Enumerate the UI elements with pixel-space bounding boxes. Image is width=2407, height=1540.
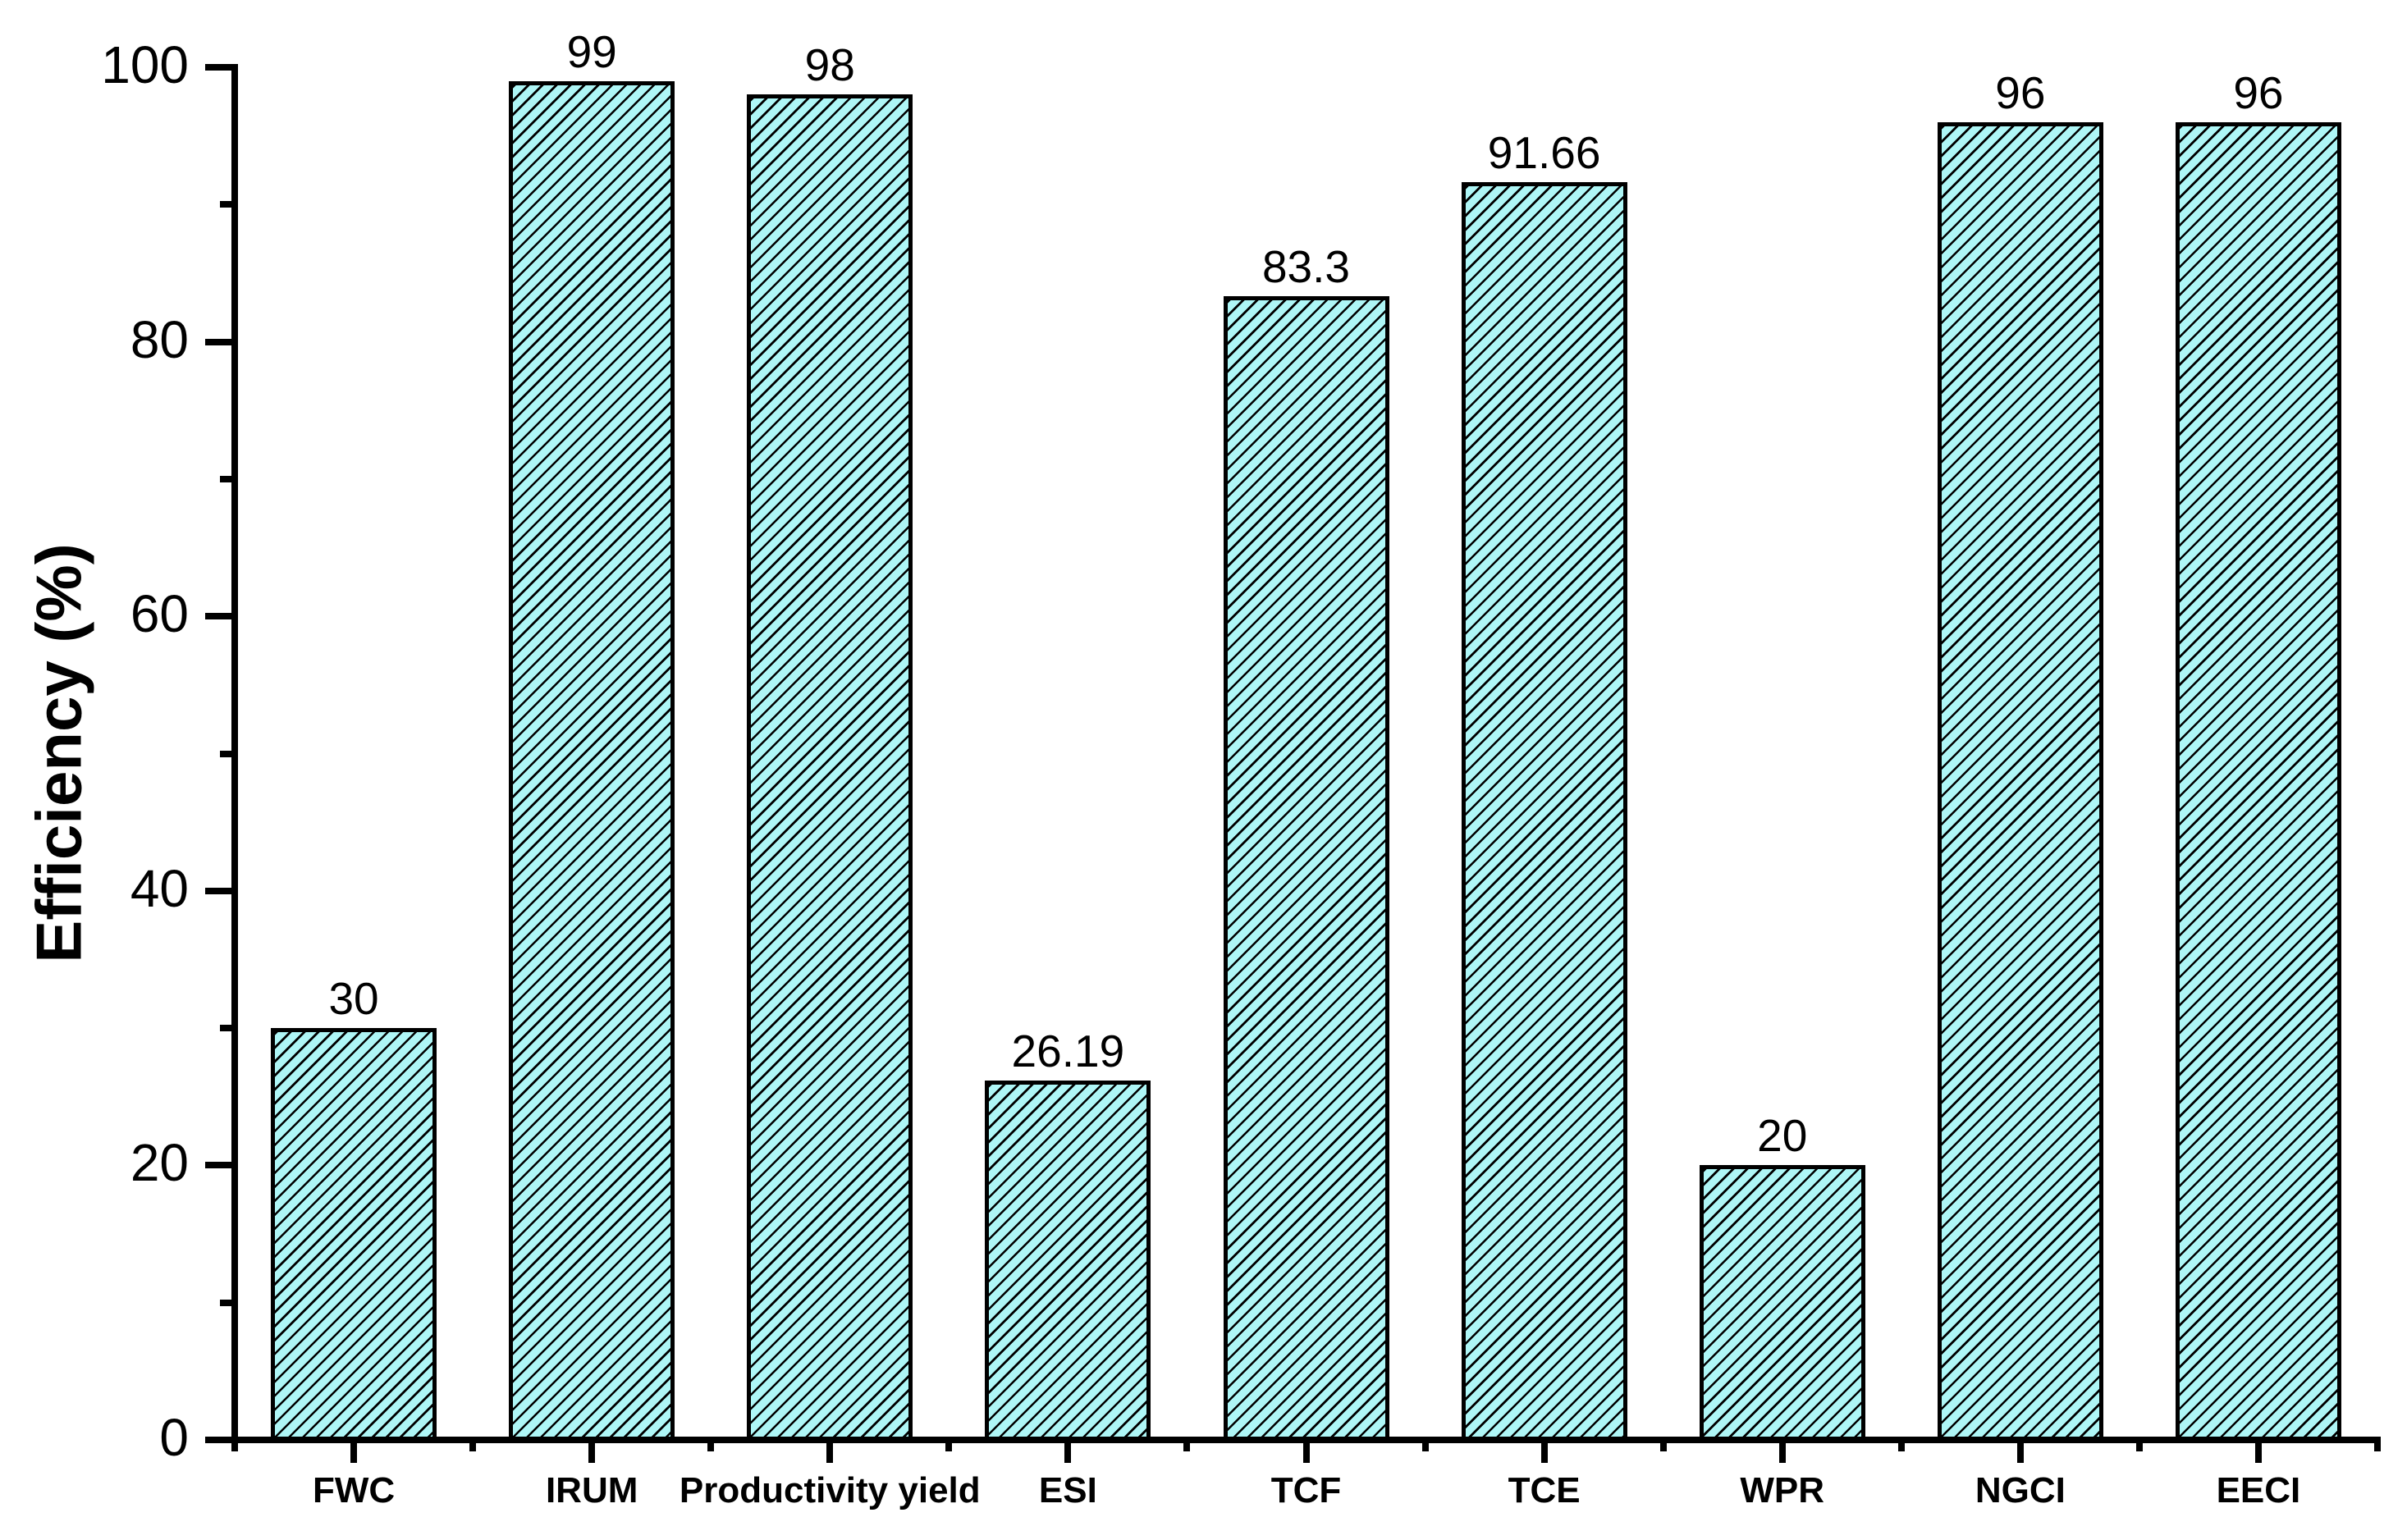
value-label-esi: 26.19: [1011, 1026, 1125, 1076]
bar-productivity-yield: [747, 94, 913, 1443]
x-boundary-tick-2: [707, 1440, 715, 1451]
y-minor-tick-30: [220, 1025, 235, 1031]
bar-ngci: [1937, 122, 2103, 1443]
y-tick-label-80: 80: [130, 310, 189, 369]
value-label-wpr: 20: [1757, 1110, 1808, 1161]
x-boundary-tick-8: [2135, 1440, 2143, 1451]
category-label-tcf: TCF: [1270, 1470, 1342, 1510]
x-boundary-tick-7: [1897, 1440, 1905, 1451]
category-label-fwc: FWC: [312, 1470, 396, 1510]
category-label-tce: TCE: [1508, 1470, 1581, 1510]
category-label-eeci: EECI: [2216, 1470, 2301, 1510]
bar-irum: [509, 81, 675, 1443]
y-major-tick-20: [205, 1162, 235, 1168]
y-major-tick-0: [205, 1437, 235, 1443]
y-minor-tick-70: [220, 476, 235, 482]
x-major-tick-ngci: [2016, 1440, 2024, 1463]
bar-tcf: [1223, 296, 1389, 1443]
value-label-tcf: 83.3: [1261, 241, 1351, 292]
x-boundary-tick-6: [1659, 1440, 1667, 1451]
y-minor-tick-10: [220, 1300, 235, 1306]
x-boundary-tick-1: [469, 1440, 477, 1451]
bar-esi: [985, 1081, 1151, 1443]
x-boundary-tick-3: [945, 1440, 953, 1451]
value-label-ngci: 96: [1995, 67, 2046, 118]
x-major-tick-fwc: [350, 1440, 358, 1463]
y-tick-label-20: 20: [130, 1133, 189, 1192]
y-axis-line: [231, 64, 238, 1451]
x-major-tick-esi: [1064, 1440, 1072, 1463]
y-tick-label-40: 40: [130, 859, 189, 918]
y-major-tick-100: [205, 64, 235, 71]
y-tick-label-60: 60: [130, 584, 189, 643]
x-major-tick-wpr: [1778, 1440, 1786, 1463]
x-axis-line: [231, 1437, 2381, 1443]
y-major-tick-80: [205, 339, 235, 345]
x-major-tick-irum: [588, 1440, 596, 1463]
y-minor-tick-90: [220, 201, 235, 208]
value-label-irum: 99: [566, 26, 617, 77]
x-major-tick-productivity-yield: [826, 1440, 834, 1463]
category-label-wpr: WPR: [1740, 1470, 1825, 1510]
category-label-esi: ESI: [1038, 1470, 1097, 1510]
value-label-tce: 91.66: [1487, 127, 1601, 178]
y-major-tick-40: [205, 888, 235, 894]
y-tick-label-100: 100: [101, 35, 189, 94]
value-label-eeci: 96: [2233, 67, 2284, 118]
value-label-productivity-yield: 98: [804, 39, 855, 90]
bar-fwc: [271, 1028, 437, 1443]
x-major-tick-tce: [1540, 1440, 1548, 1463]
y-major-tick-60: [205, 613, 235, 619]
bar-tce: [1461, 182, 1627, 1443]
y-minor-tick-50: [220, 751, 235, 757]
x-boundary-tick-9: [2374, 1440, 2381, 1451]
value-label-fwc: 30: [328, 973, 379, 1024]
category-label-ngci: NGCI: [1975, 1470, 2066, 1510]
y-tick-label-0: 0: [159, 1408, 189, 1467]
bar-eeci: [2175, 122, 2341, 1443]
category-label-irum: IRUM: [545, 1470, 638, 1510]
x-boundary-tick-4: [1183, 1440, 1191, 1451]
x-major-tick-eeci: [2254, 1440, 2262, 1463]
bar-wpr: [1699, 1165, 1865, 1443]
category-label-productivity-yield: Productivity yield: [679, 1470, 981, 1510]
x-major-tick-tcf: [1302, 1440, 1310, 1463]
x-boundary-tick-5: [1421, 1440, 1429, 1451]
